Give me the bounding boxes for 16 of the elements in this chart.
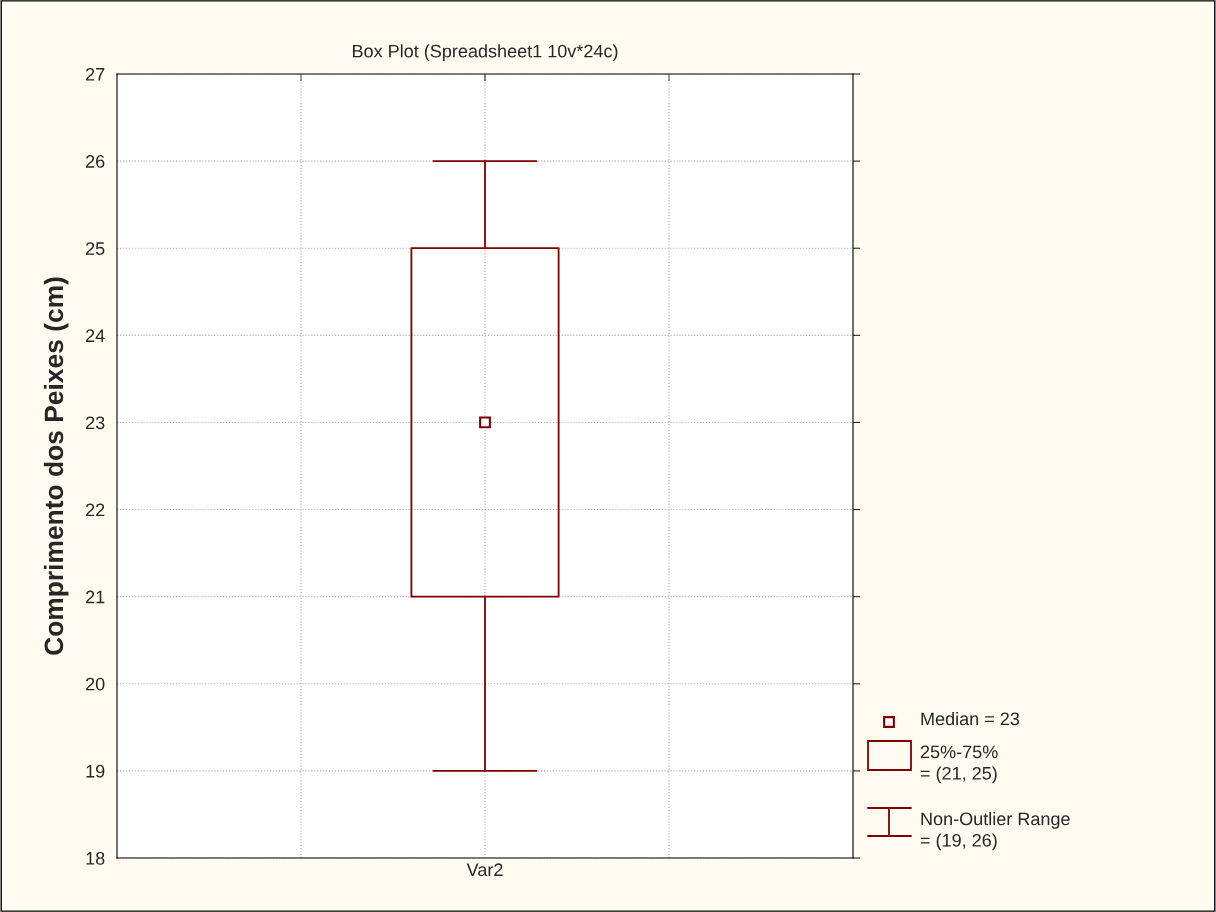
y-tick-label: 20 [86, 677, 105, 691]
y-tick-label: 21 [86, 590, 105, 604]
text: 25%-75% = (21, 25) [920, 745, 998, 784]
y-tick-label: 22 [86, 503, 105, 517]
chart-title: Box Plot (Spreadsheet1 10v*24c) [353, 44, 618, 62]
text: Median = 23 [921, 712, 1020, 726]
y-tick-label: 23 [86, 416, 105, 430]
y-axis-title: Comprimento dos Peixes (cm) [43, 277, 69, 655]
y-tick-label: 25 [86, 242, 105, 255]
y-tick-label: 18 [86, 851, 105, 865]
y-tick-label: 27 [86, 67, 105, 81]
y-tick-label: 19 [86, 764, 105, 778]
text: Non-Outlier Range = (19, 26) [920, 812, 1070, 851]
y-tick-label: 24 [86, 329, 105, 342]
y-tick-label: 26 [86, 155, 105, 168]
x-tick-label: Var2 [466, 863, 503, 877]
